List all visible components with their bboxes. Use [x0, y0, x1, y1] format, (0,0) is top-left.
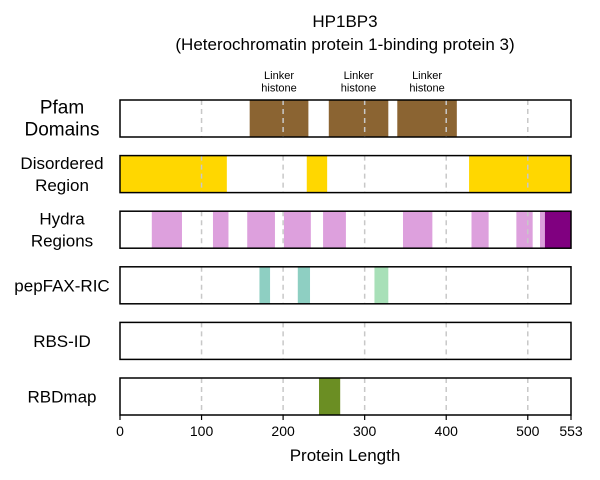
feature-label: Linker: [412, 70, 442, 82]
feature-label: histone: [409, 83, 444, 95]
feature-band: [397, 100, 457, 137]
chart-title: HP1BP3: [312, 12, 377, 31]
track-frame: [119, 266, 572, 305]
feature-band: [540, 211, 545, 249]
x-axis: 0 100 200 300 400 500 553: [116, 415, 583, 439]
feature-label: histone: [261, 83, 296, 95]
track-frame: [119, 99, 572, 138]
track-label: Disordered: [20, 154, 103, 173]
track-label: Hydra: [39, 210, 85, 229]
feature-band: [323, 211, 346, 249]
feature-band: [120, 155, 227, 193]
chart-subtitle: (Heterochromatin protein 1-binding prote…: [175, 35, 514, 54]
track-frame: [119, 154, 572, 194]
feature-band: [402, 211, 433, 249]
x-tick-label: 200: [271, 423, 295, 439]
track-label: Domains: [25, 120, 100, 141]
feature-band: [328, 100, 389, 137]
track-label: pepFAX-RIC: [14, 276, 109, 295]
track-label: RBS-ID: [33, 332, 91, 351]
feature-band: [516, 211, 533, 249]
x-tick-label: 500: [516, 423, 540, 439]
track-frame: [119, 377, 572, 416]
track-label: Region: [35, 176, 89, 195]
track-label: RBDmap: [28, 388, 97, 407]
x-tick-label: 553: [559, 423, 583, 439]
x-axis-label: Protein Length: [290, 446, 401, 465]
feature-band: [306, 155, 328, 193]
feature-band: [374, 266, 389, 304]
feature-band: [544, 211, 571, 249]
feature-label: Linker: [264, 70, 294, 82]
feature-band: [469, 155, 571, 193]
track-label: Pfam: [40, 98, 84, 119]
feature-band: [151, 211, 182, 249]
track-frame: [119, 210, 572, 249]
grid-lines: [200, 100, 529, 415]
feature-label: histone: [341, 83, 376, 95]
track-label: Regions: [31, 232, 93, 251]
feature-label: Linker: [344, 70, 374, 82]
x-tick-label: 0: [116, 423, 124, 439]
x-tick-label: 300: [353, 423, 377, 439]
x-tick-label: 100: [190, 423, 214, 439]
track-frames: [119, 99, 572, 416]
feature-band: [318, 378, 341, 415]
feature-band: [283, 211, 311, 249]
feature-band: [259, 266, 271, 304]
track-frame: [119, 321, 572, 361]
feature-band: [471, 211, 489, 249]
feature-band: [212, 211, 229, 249]
feature-bands: [120, 100, 571, 415]
feature-band: [249, 100, 309, 137]
feature-band: [247, 211, 275, 249]
x-tick-label: 400: [435, 423, 459, 439]
feature-band: [297, 266, 311, 304]
